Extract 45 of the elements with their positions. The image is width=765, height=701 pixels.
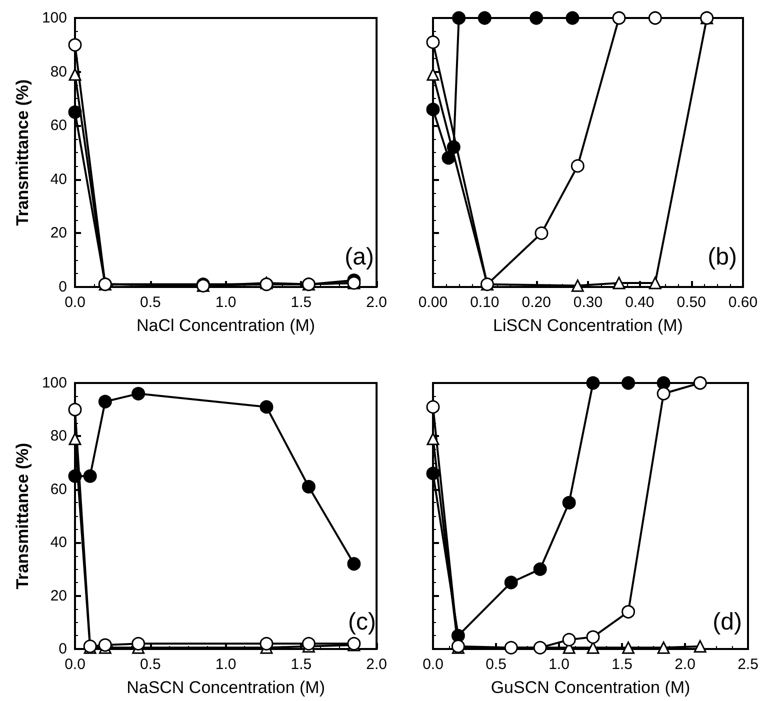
x-tick-label: 0.0: [422, 656, 444, 673]
x-tick-label: 1.5: [290, 294, 312, 311]
y-tick-label: 80: [50, 428, 67, 445]
x-tick-label: 0.0: [64, 294, 86, 311]
x-tick-label: 2.0: [674, 656, 696, 673]
x-tick-label: 0.50: [676, 294, 706, 311]
y-tick-label: 100: [42, 10, 67, 26]
y-tick-label: 40: [50, 534, 67, 552]
x-tick-label: 0.5: [486, 656, 506, 673]
x-tick-label: 0.5: [140, 294, 161, 311]
x-tick-label: 0.0: [64, 656, 86, 673]
y-axis-title: Transmittance (%): [13, 442, 32, 590]
x-axis-title: NaSCN Concentration (M): [126, 678, 325, 697]
x-tick-label: 0.00: [418, 294, 448, 311]
x-tick-label: 2.0: [366, 294, 388, 311]
x-tick-label: 2.0: [366, 656, 388, 673]
annotation: (c): [348, 608, 376, 636]
y-tick-label: 60: [50, 117, 67, 134]
x-tick-label: 0.30: [573, 294, 603, 311]
x-tick-label: 1.0: [548, 656, 570, 673]
x-tick-label: 1.5: [612, 656, 632, 673]
x-axis-title: GuSCN Concentration (M): [490, 678, 690, 697]
y-axis-title: Transmittance (%): [13, 79, 32, 226]
x-tick-label: 2.5: [738, 656, 758, 673]
y-tick-label: 0: [58, 278, 67, 296]
y-tick-label: 60: [50, 480, 67, 498]
x-tick-label: 0.20: [522, 294, 551, 311]
x-tick-label: 1.5: [290, 656, 312, 673]
y-tick-label: 100: [42, 374, 67, 392]
y-tick-label: 20: [50, 224, 67, 242]
y-tick-label: 80: [50, 63, 67, 80]
x-tick-label: 1.0: [215, 294, 236, 311]
x-tick-label: 0.5: [140, 656, 161, 673]
x-tick-label: 0.60: [728, 294, 758, 311]
x-tick-label: 0.10: [470, 294, 500, 311]
x-axis-title: LiSCN Concentration (M): [493, 316, 683, 335]
x-tick-label: 1.0: [215, 656, 236, 673]
y-tick-label: 20: [50, 587, 67, 604]
annotation: (d): [712, 608, 742, 636]
y-tick-label: 0: [58, 640, 67, 658]
x-axis-title: NaCl Concentration (M): [136, 316, 316, 335]
y-tick-label: 40: [50, 170, 67, 188]
x-tick-label: 0.40: [625, 294, 654, 311]
annotation: (b): [708, 244, 738, 270]
annotation: (a): [344, 244, 374, 270]
